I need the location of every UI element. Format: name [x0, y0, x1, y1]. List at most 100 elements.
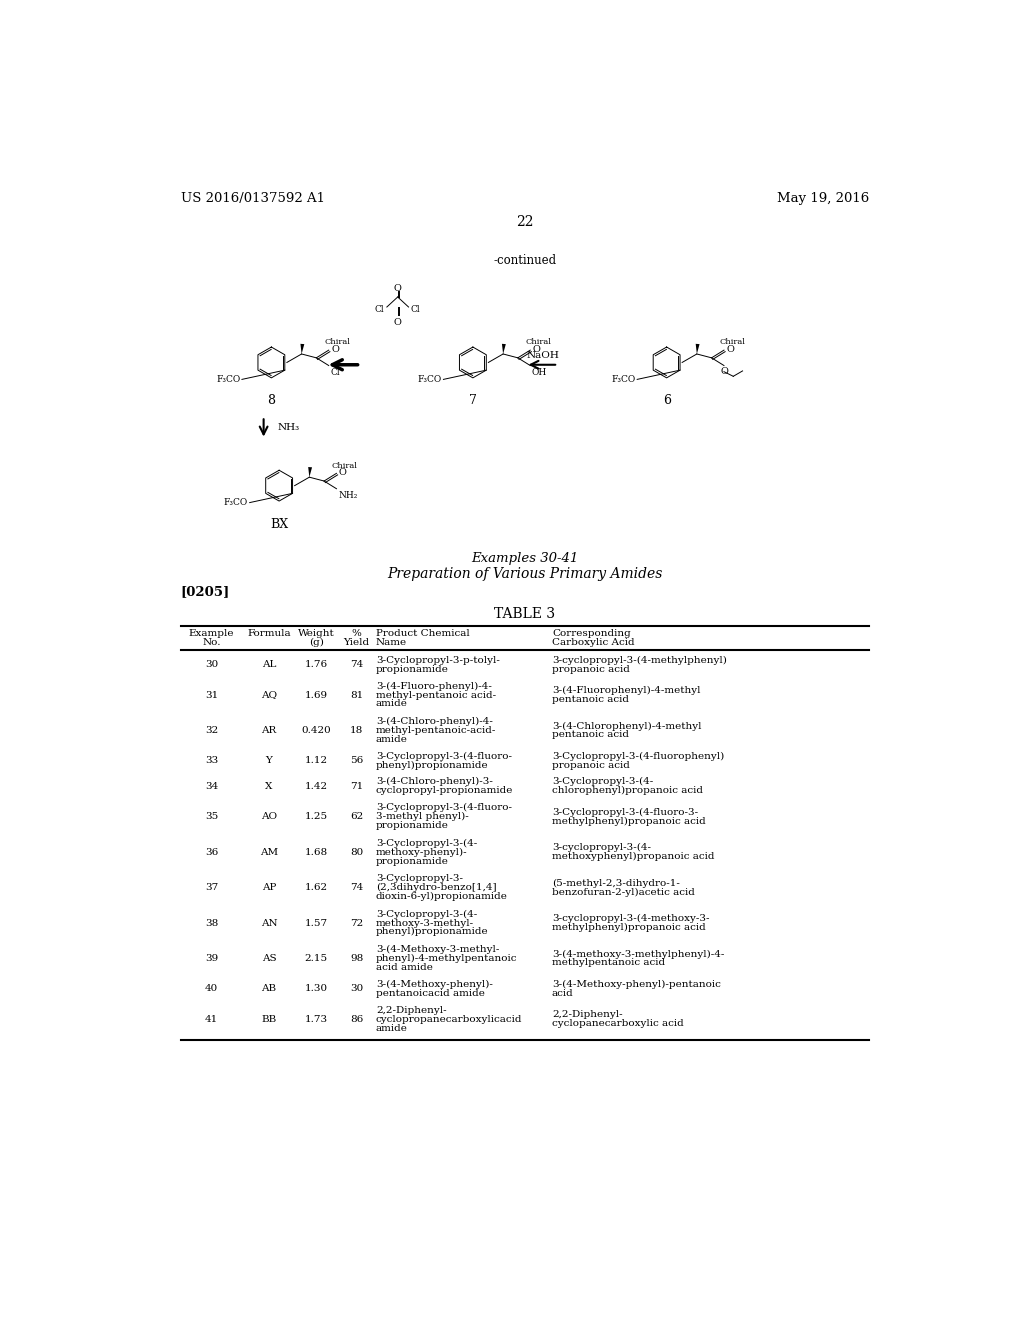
Text: Chiral: Chiral [525, 338, 552, 346]
Text: Chiral: Chiral [332, 462, 357, 470]
Text: 37: 37 [205, 883, 218, 892]
Text: (g): (g) [309, 638, 324, 647]
Text: O: O [339, 469, 347, 477]
Text: AP: AP [262, 883, 276, 892]
Text: 3-(4-Fluoro-phenyl)-4-: 3-(4-Fluoro-phenyl)-4- [376, 681, 492, 690]
Text: 3-Cyclopropyl-3-(4-fluoro-: 3-Cyclopropyl-3-(4-fluoro- [376, 752, 512, 762]
Text: benzofuran-2-yl)acetic acid: benzofuran-2-yl)acetic acid [552, 887, 695, 896]
Text: NaOH: NaOH [526, 351, 559, 360]
Text: phenyl)propionamide: phenyl)propionamide [376, 928, 488, 936]
Text: methoxyphenyl)propanoic acid: methoxyphenyl)propanoic acid [552, 851, 715, 861]
Text: 22: 22 [516, 215, 534, 228]
Text: methyl-pentanoic-acid-: methyl-pentanoic-acid- [376, 726, 497, 735]
Text: 3-(4-Methoxy-phenyl)-pentanoic: 3-(4-Methoxy-phenyl)-pentanoic [552, 979, 721, 989]
Text: 30: 30 [205, 660, 218, 669]
Text: (5-methyl-2,3-dihydro-1-: (5-methyl-2,3-dihydro-1- [552, 879, 680, 888]
Text: 2,2-Diphenyl-: 2,2-Diphenyl- [552, 1010, 623, 1019]
Text: AB: AB [261, 985, 276, 994]
Text: pentanoic acid: pentanoic acid [552, 730, 629, 739]
Text: 3-Cyclopropyl-3-(4-: 3-Cyclopropyl-3-(4- [552, 777, 653, 787]
Text: 3-Cyclopropyl-3-(4-fluoro-: 3-Cyclopropyl-3-(4-fluoro- [376, 804, 512, 812]
Text: AS: AS [262, 954, 276, 962]
Text: 3-Cyclopropyl-3-(4-fluorophenyl): 3-Cyclopropyl-3-(4-fluorophenyl) [552, 752, 724, 762]
Text: 3-(4-Chloro-phenyl)-4-: 3-(4-Chloro-phenyl)-4- [376, 717, 493, 726]
Text: May 19, 2016: May 19, 2016 [776, 191, 869, 205]
Text: F₃CO: F₃CO [611, 375, 636, 384]
Text: 0.420: 0.420 [301, 726, 331, 735]
Text: O: O [532, 345, 541, 354]
Text: 3-Cyclopropyl-3-(4-fluoro-3-: 3-Cyclopropyl-3-(4-fluoro-3- [552, 808, 698, 817]
Text: propionamide: propionamide [376, 664, 449, 673]
Text: 1.69: 1.69 [305, 690, 328, 700]
Text: O: O [394, 318, 401, 327]
Text: %: % [351, 630, 361, 638]
Text: F₃CO: F₃CO [224, 498, 248, 507]
Text: 41: 41 [205, 1015, 218, 1024]
Text: No.: No. [203, 639, 221, 647]
Text: 1.57: 1.57 [305, 919, 328, 928]
Text: phenyl)-4-methylpentanoic: phenyl)-4-methylpentanoic [376, 954, 517, 964]
Text: 62: 62 [350, 812, 364, 821]
Text: F₃CO: F₃CO [418, 375, 442, 384]
Text: 7: 7 [469, 395, 477, 408]
Text: methoxy-phenyl)-: methoxy-phenyl)- [376, 847, 468, 857]
Text: 1.76: 1.76 [305, 660, 328, 669]
Text: 40: 40 [205, 985, 218, 994]
Text: methylpentanoic acid: methylpentanoic acid [552, 958, 665, 968]
Text: amide: amide [376, 1023, 408, 1032]
Text: dioxin-6-yl)propionamide: dioxin-6-yl)propionamide [376, 892, 508, 902]
Text: 3-Cyclopropyl-3-p-tolyl-: 3-Cyclopropyl-3-p-tolyl- [376, 656, 500, 665]
Text: F₃CO: F₃CO [216, 375, 241, 384]
Text: 34: 34 [205, 781, 218, 791]
Text: 74: 74 [350, 660, 364, 669]
Text: amide: amide [376, 735, 408, 744]
Text: acid amide: acid amide [376, 962, 433, 972]
Text: methoxy-3-methyl-: methoxy-3-methyl- [376, 919, 474, 928]
Text: 3-(4-Chlorophenyl)-4-methyl: 3-(4-Chlorophenyl)-4-methyl [552, 722, 701, 731]
Text: Y: Y [265, 756, 272, 766]
Text: 30: 30 [350, 985, 364, 994]
Text: Chiral: Chiral [719, 338, 745, 346]
Text: 39: 39 [205, 954, 218, 962]
Text: 56: 56 [350, 756, 364, 766]
Text: amide: amide [376, 700, 408, 709]
Text: methylphenyl)propanoic acid: methylphenyl)propanoic acid [552, 817, 706, 826]
Text: 86: 86 [350, 1015, 364, 1024]
Text: OH: OH [531, 368, 547, 376]
Text: Weight: Weight [298, 630, 335, 638]
Text: propionamide: propionamide [376, 821, 449, 830]
Text: 1.68: 1.68 [305, 847, 328, 857]
Text: 72: 72 [350, 919, 364, 928]
Text: cyclopanecarboxylic acid: cyclopanecarboxylic acid [552, 1019, 684, 1028]
Text: Cl: Cl [410, 305, 420, 314]
Text: propanoic acid: propanoic acid [552, 664, 630, 673]
Text: US 2016/0137592 A1: US 2016/0137592 A1 [180, 191, 325, 205]
Text: 74: 74 [350, 883, 364, 892]
Text: BB: BB [261, 1015, 276, 1024]
Text: 71: 71 [350, 781, 364, 791]
Text: propionamide: propionamide [376, 857, 449, 866]
Text: 38: 38 [205, 919, 218, 928]
Text: 3-Cyclopropyl-3-(4-: 3-Cyclopropyl-3-(4- [376, 909, 477, 919]
Text: 3-cyclopropyl-3-(4-methylphenyl): 3-cyclopropyl-3-(4-methylphenyl) [552, 656, 727, 665]
Text: 2,2-Diphenyl-: 2,2-Diphenyl- [376, 1006, 446, 1015]
Text: Chiral: Chiral [324, 338, 350, 346]
Text: TABLE 3: TABLE 3 [495, 607, 555, 622]
Text: 32: 32 [205, 726, 218, 735]
Text: 33: 33 [205, 756, 218, 766]
Text: Examples 30-41: Examples 30-41 [471, 552, 579, 565]
Text: 3-(4-Methoxy-phenyl)-: 3-(4-Methoxy-phenyl)- [376, 979, 493, 989]
Text: 3-methyl phenyl)-: 3-methyl phenyl)- [376, 812, 469, 821]
Text: 3-Cyclopropyl-3-: 3-Cyclopropyl-3- [376, 874, 463, 883]
Text: 31: 31 [205, 690, 218, 700]
Text: 18: 18 [350, 726, 364, 735]
Text: Cl: Cl [331, 368, 340, 376]
Text: 3-cyclopropyl-3-(4-methoxy-3-: 3-cyclopropyl-3-(4-methoxy-3- [552, 913, 710, 923]
Text: 1.62: 1.62 [305, 883, 328, 892]
Text: 36: 36 [205, 847, 218, 857]
Text: 1.73: 1.73 [305, 1015, 328, 1024]
Text: 3-(4-Fluorophenyl)-4-methyl: 3-(4-Fluorophenyl)-4-methyl [552, 686, 700, 696]
Text: Cl: Cl [375, 305, 384, 314]
Text: (2,3dihydro-benzo[1,4]: (2,3dihydro-benzo[1,4] [376, 883, 497, 892]
Text: 81: 81 [350, 690, 364, 700]
